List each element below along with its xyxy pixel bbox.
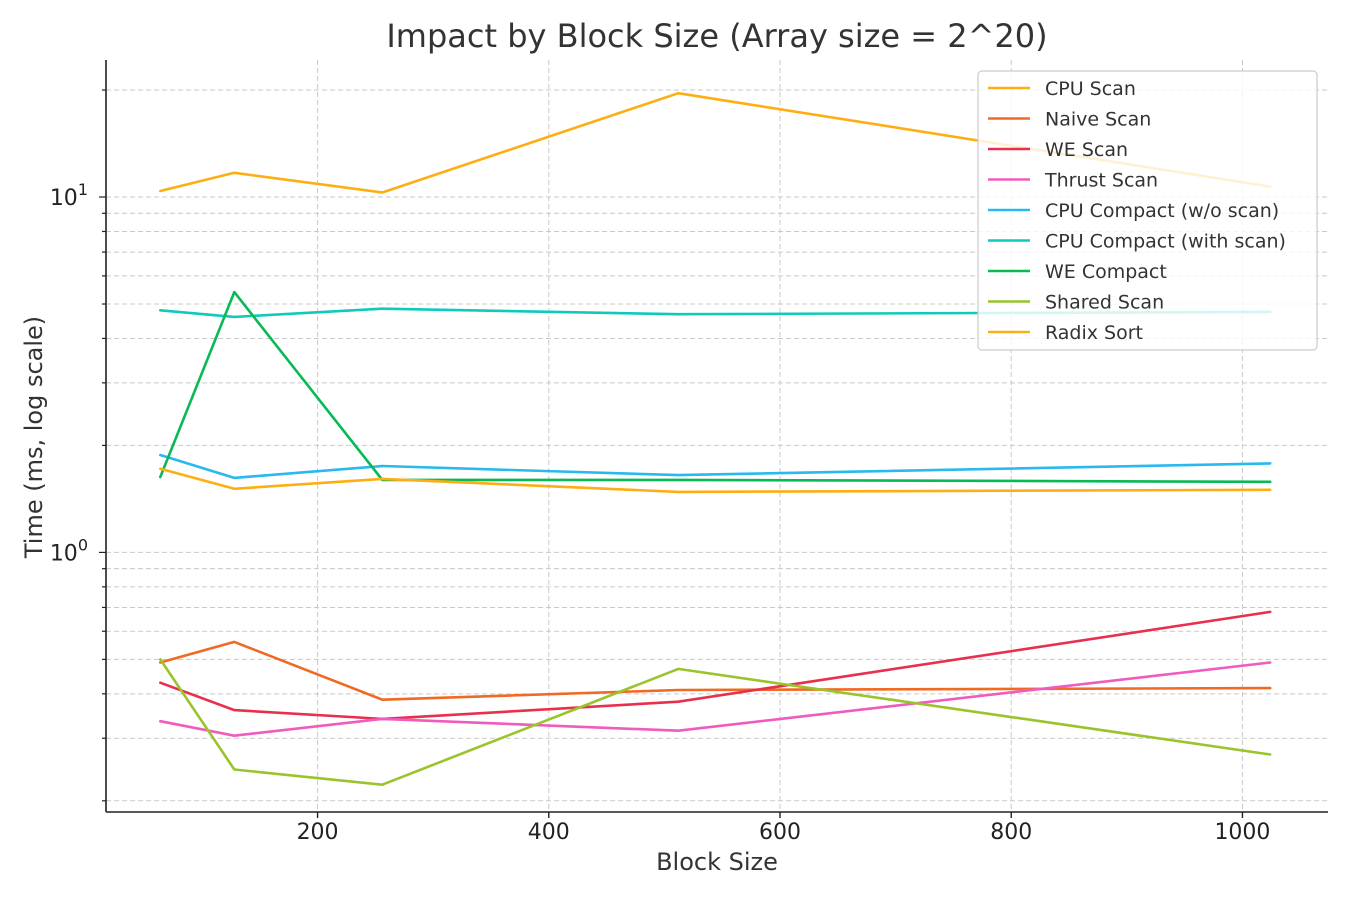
- grid: [106, 60, 1328, 812]
- x-tick-label: 800: [990, 820, 1032, 845]
- legend: CPU Scan Naive Scan WE Scan Thrust Scan CPU …: [977, 70, 1318, 351]
- series-line-cpu-compact-with-scan: [159, 307, 1272, 319]
- legend-label-cpu-compact-with-scan: CPU Compact (with scan): [1045, 231, 1286, 253]
- legend-label-naive-scan: Naive Scan: [1045, 109, 1151, 131]
- series-line-naive-scan: [159, 640, 1272, 702]
- legend-label-thrust-scan: Thrust Scan: [1044, 170, 1158, 192]
- series-line-cpu-compact-w-o-scan: [159, 453, 1272, 480]
- x-tick-label: 400: [528, 820, 570, 845]
- legend-label-shared-scan: Shared Scan: [1045, 292, 1164, 314]
- x-tick-label: 600: [759, 820, 801, 845]
- legend-label-we-compact: WE Compact: [1045, 261, 1167, 283]
- axes: [105, 60, 1328, 813]
- chart-title: Impact by Block Size (Array size = 2^20): [386, 17, 1047, 55]
- legend-label-cpu-compact-w-o-scan: CPU Compact (w/o scan): [1045, 200, 1279, 222]
- y-axis-label: Time (ms, log scale): [20, 316, 48, 559]
- y-tick-label: 101: [50, 180, 88, 211]
- legend-box: [977, 70, 1318, 351]
- y-tick-label: 100: [50, 535, 88, 566]
- x-tick-label: 200: [297, 820, 339, 845]
- x-tick-label: 1000: [1214, 820, 1270, 845]
- series-lines: [159, 91, 1272, 787]
- series-line-radix-sort: [159, 467, 1272, 494]
- legend-label-we-scan: WE Scan: [1045, 139, 1128, 161]
- series-line-shared-scan: [159, 658, 1272, 787]
- series-line-cpu-scan: [159, 91, 1272, 194]
- ticks: 200 400 600 800 1000 100 101: [50, 89, 1270, 845]
- legend-label-cpu-scan: CPU Scan: [1045, 78, 1136, 100]
- x-axis-label: Block Size: [656, 848, 778, 876]
- legend-label-radix-sort: Radix Sort: [1045, 322, 1143, 344]
